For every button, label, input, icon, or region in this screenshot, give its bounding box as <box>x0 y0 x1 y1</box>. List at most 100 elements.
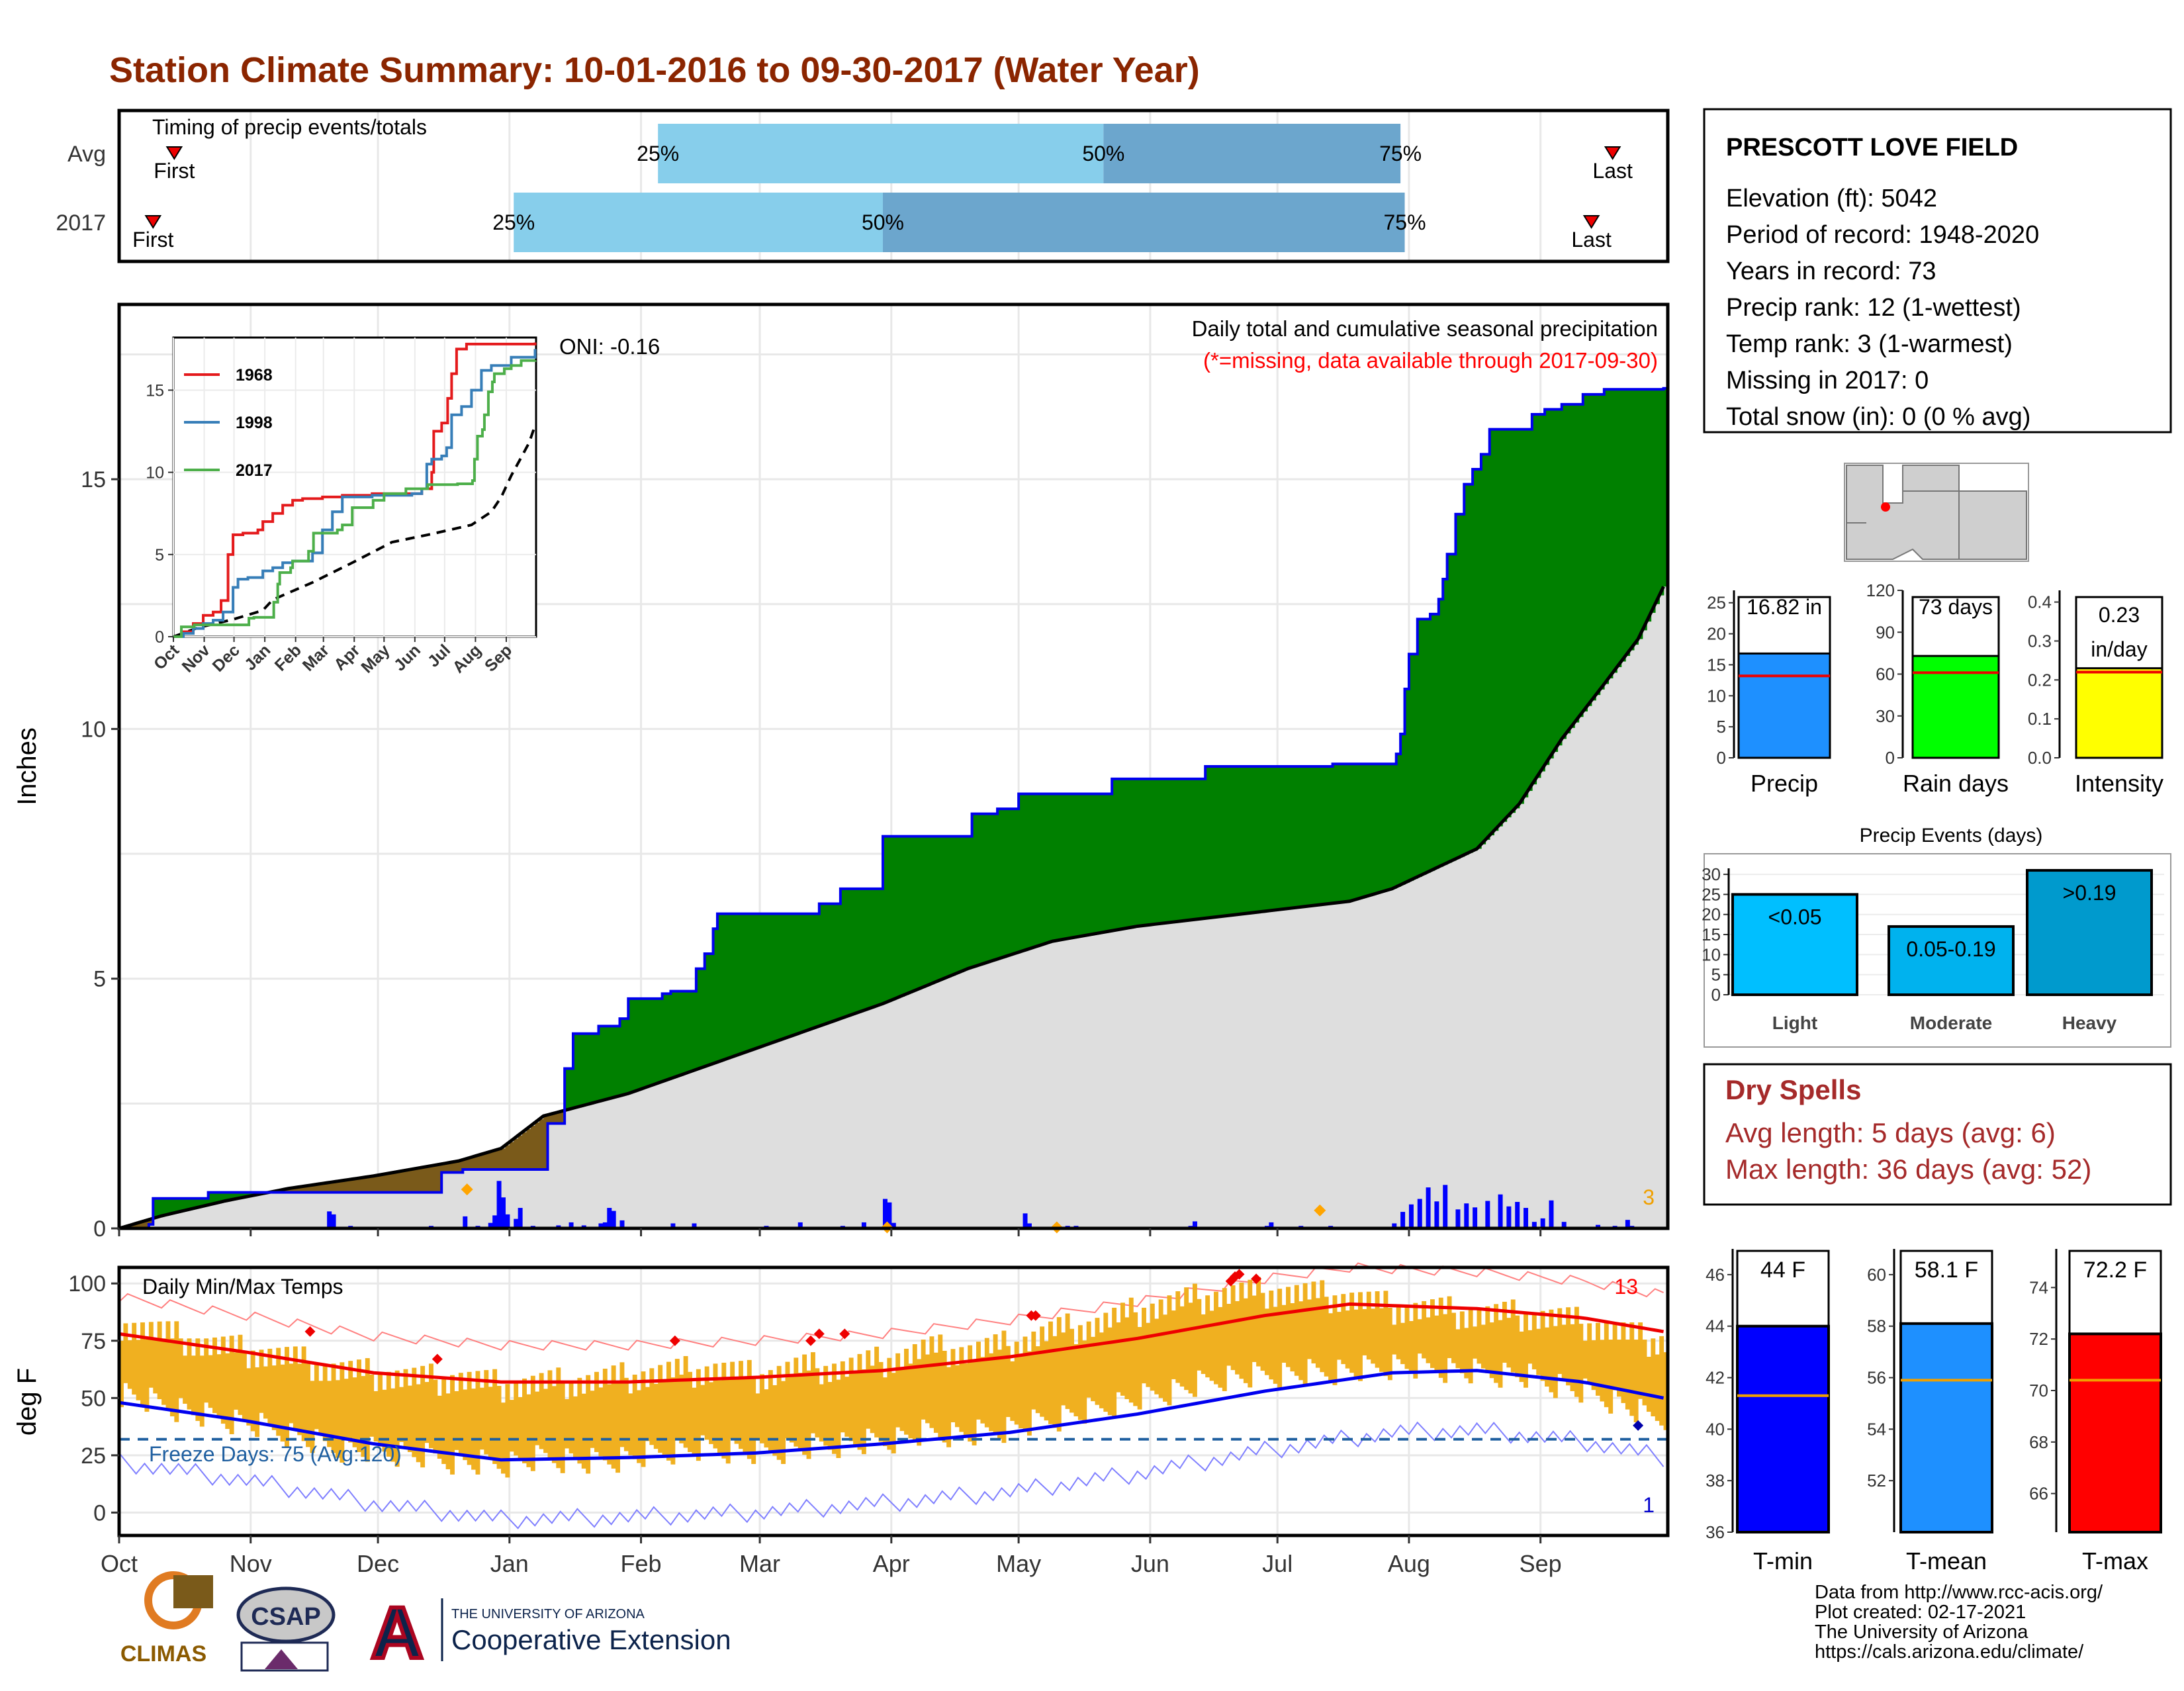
daily-temp-range-bar <box>238 1334 243 1415</box>
daily-temp-range-bar <box>433 1379 438 1454</box>
surplus-area <box>972 813 977 968</box>
temps-y-tick-label: 100 <box>68 1271 106 1297</box>
daily-temp-range-bar <box>1515 1315 1520 1377</box>
deficit-area <box>361 1177 366 1193</box>
surplus-area <box>1035 794 1040 947</box>
surplus-area <box>1116 778 1121 931</box>
daily-temp-range-bar <box>352 1377 357 1447</box>
surplus-area <box>572 1033 578 1109</box>
record-high-marker <box>669 1335 680 1346</box>
daily-temp-range-bar <box>293 1346 298 1430</box>
daily-temp-range-bar <box>1294 1285 1299 1376</box>
events-tick-label: 5 <box>1711 965 1721 985</box>
temps-y-axis-label: deg F <box>13 1368 42 1436</box>
daily-precip-bar <box>1524 1208 1529 1228</box>
surplus-area <box>1600 394 1605 690</box>
daily-temp-range-bar <box>441 1377 447 1464</box>
daily-precip-bar <box>1464 1203 1469 1228</box>
daily-temp-range-bar <box>1044 1341 1049 1421</box>
daily-temp-range-bar <box>1430 1299 1435 1368</box>
daily-temp-range-bar <box>1464 1328 1469 1379</box>
timing-pct-label: 75% <box>1383 210 1426 234</box>
surplus-area <box>1065 794 1070 939</box>
surplus-area <box>815 913 820 1028</box>
daily-temp-range-bar <box>1001 1330 1007 1443</box>
ua-logo-bg <box>361 1592 433 1665</box>
surplus-area <box>1077 794 1083 937</box>
surplus-area <box>832 903 837 1022</box>
timing-marker-icon <box>144 215 162 229</box>
temp-bar-tick-label: 46 <box>1706 1265 1725 1285</box>
deficit-area <box>306 1185 311 1193</box>
daily-temp-range-bar <box>157 1321 162 1400</box>
temp-bar <box>1899 1322 1993 1533</box>
daily-temp-range-bar <box>174 1321 179 1422</box>
summary-tick-label: 120 <box>1866 580 1895 600</box>
surplus-area <box>1621 389 1626 662</box>
surplus-area <box>1587 394 1592 706</box>
surplus-area <box>1264 766 1270 911</box>
surplus-area <box>199 1198 205 1207</box>
daily-temp-range-bar <box>611 1365 616 1469</box>
surplus-area <box>165 1198 171 1215</box>
surplus-area <box>870 888 875 1009</box>
surplus-area <box>709 953 714 1066</box>
month-tick-label: Feb <box>621 1550 662 1577</box>
timing-row-label: 2017 <box>56 210 106 236</box>
daily-temp-range-bar <box>412 1367 417 1457</box>
surplus-area <box>174 1198 179 1213</box>
temp-bar-tick-label: 36 <box>1706 1522 1725 1542</box>
daily-temp-range-bar <box>522 1378 527 1463</box>
temps-y-tick-label: 50 <box>81 1386 106 1411</box>
daily-temp-range-bar <box>721 1363 727 1459</box>
surplus-area <box>1341 764 1346 903</box>
daily-temp-range-bar <box>301 1346 306 1441</box>
surplus-area <box>1201 778 1206 919</box>
surplus-area <box>895 836 901 999</box>
daily-temp-range-bar <box>1362 1309 1367 1355</box>
timing-panel: Avg 25% 50% 75% First Last 2017 25% 50% 75% First L… <box>56 109 1670 263</box>
temp-bar-tick-label: 38 <box>1706 1471 1725 1490</box>
daily-temp-range-bar <box>488 1387 493 1459</box>
daily-temp-range-bar <box>1192 1283 1197 1397</box>
deficit-area <box>348 1179 353 1193</box>
surplus-area <box>717 913 723 1062</box>
surplus-area <box>1430 614 1435 871</box>
daily-temp-range-bar <box>1235 1301 1240 1375</box>
surplus-area <box>1582 394 1588 711</box>
daily-temp-range-bar <box>739 1361 743 1449</box>
deficit-area <box>492 1151 498 1169</box>
daily-temp-range-bar <box>565 1399 570 1449</box>
daily-temp-range-bar <box>1095 1318 1100 1405</box>
temp-summary-bars: 36 38 40 42 44 46 44 F T-min 52 54 56 58 60 58.1 F T-m… <box>1706 1249 2162 1575</box>
surplus-area <box>1281 766 1287 909</box>
temps-y-ticks: 0 25 50 75 100 <box>68 1271 119 1526</box>
surplus-area <box>1447 554 1452 863</box>
surplus-area <box>1464 484 1469 855</box>
surplus-area <box>1044 794 1049 944</box>
daily-temp-range-bar <box>1226 1304 1232 1366</box>
surplus-area <box>700 968 705 1068</box>
surplus-area <box>1422 619 1427 875</box>
location-map <box>1844 463 2029 562</box>
surplus-area <box>1336 764 1342 903</box>
daily-temp-range-bar <box>933 1352 938 1433</box>
surplus-area <box>670 991 676 1079</box>
daily-temp-range-bar <box>1324 1297 1329 1377</box>
surplus-area <box>1154 778 1160 925</box>
daily-temp-range-bar <box>730 1361 735 1439</box>
inset-legend-label: 2017 <box>236 461 273 480</box>
daily-temp-range-bar <box>972 1360 977 1445</box>
surplus-area <box>1557 409 1563 746</box>
deficit-area <box>132 1224 137 1228</box>
daily-temp-range-bar <box>968 1345 973 1442</box>
temps-y-tick-label: 75 <box>81 1329 106 1354</box>
surplus-area <box>1095 794 1100 934</box>
surplus-area <box>976 813 981 966</box>
daily-temp-range-bar <box>692 1387 697 1457</box>
daily-temp-range-bar <box>1264 1308 1269 1375</box>
deficit-area <box>293 1187 298 1193</box>
surplus-area <box>1629 389 1635 651</box>
timing-bar-25-50 <box>658 124 1104 183</box>
daily-temp-range-bar <box>1048 1321 1053 1424</box>
